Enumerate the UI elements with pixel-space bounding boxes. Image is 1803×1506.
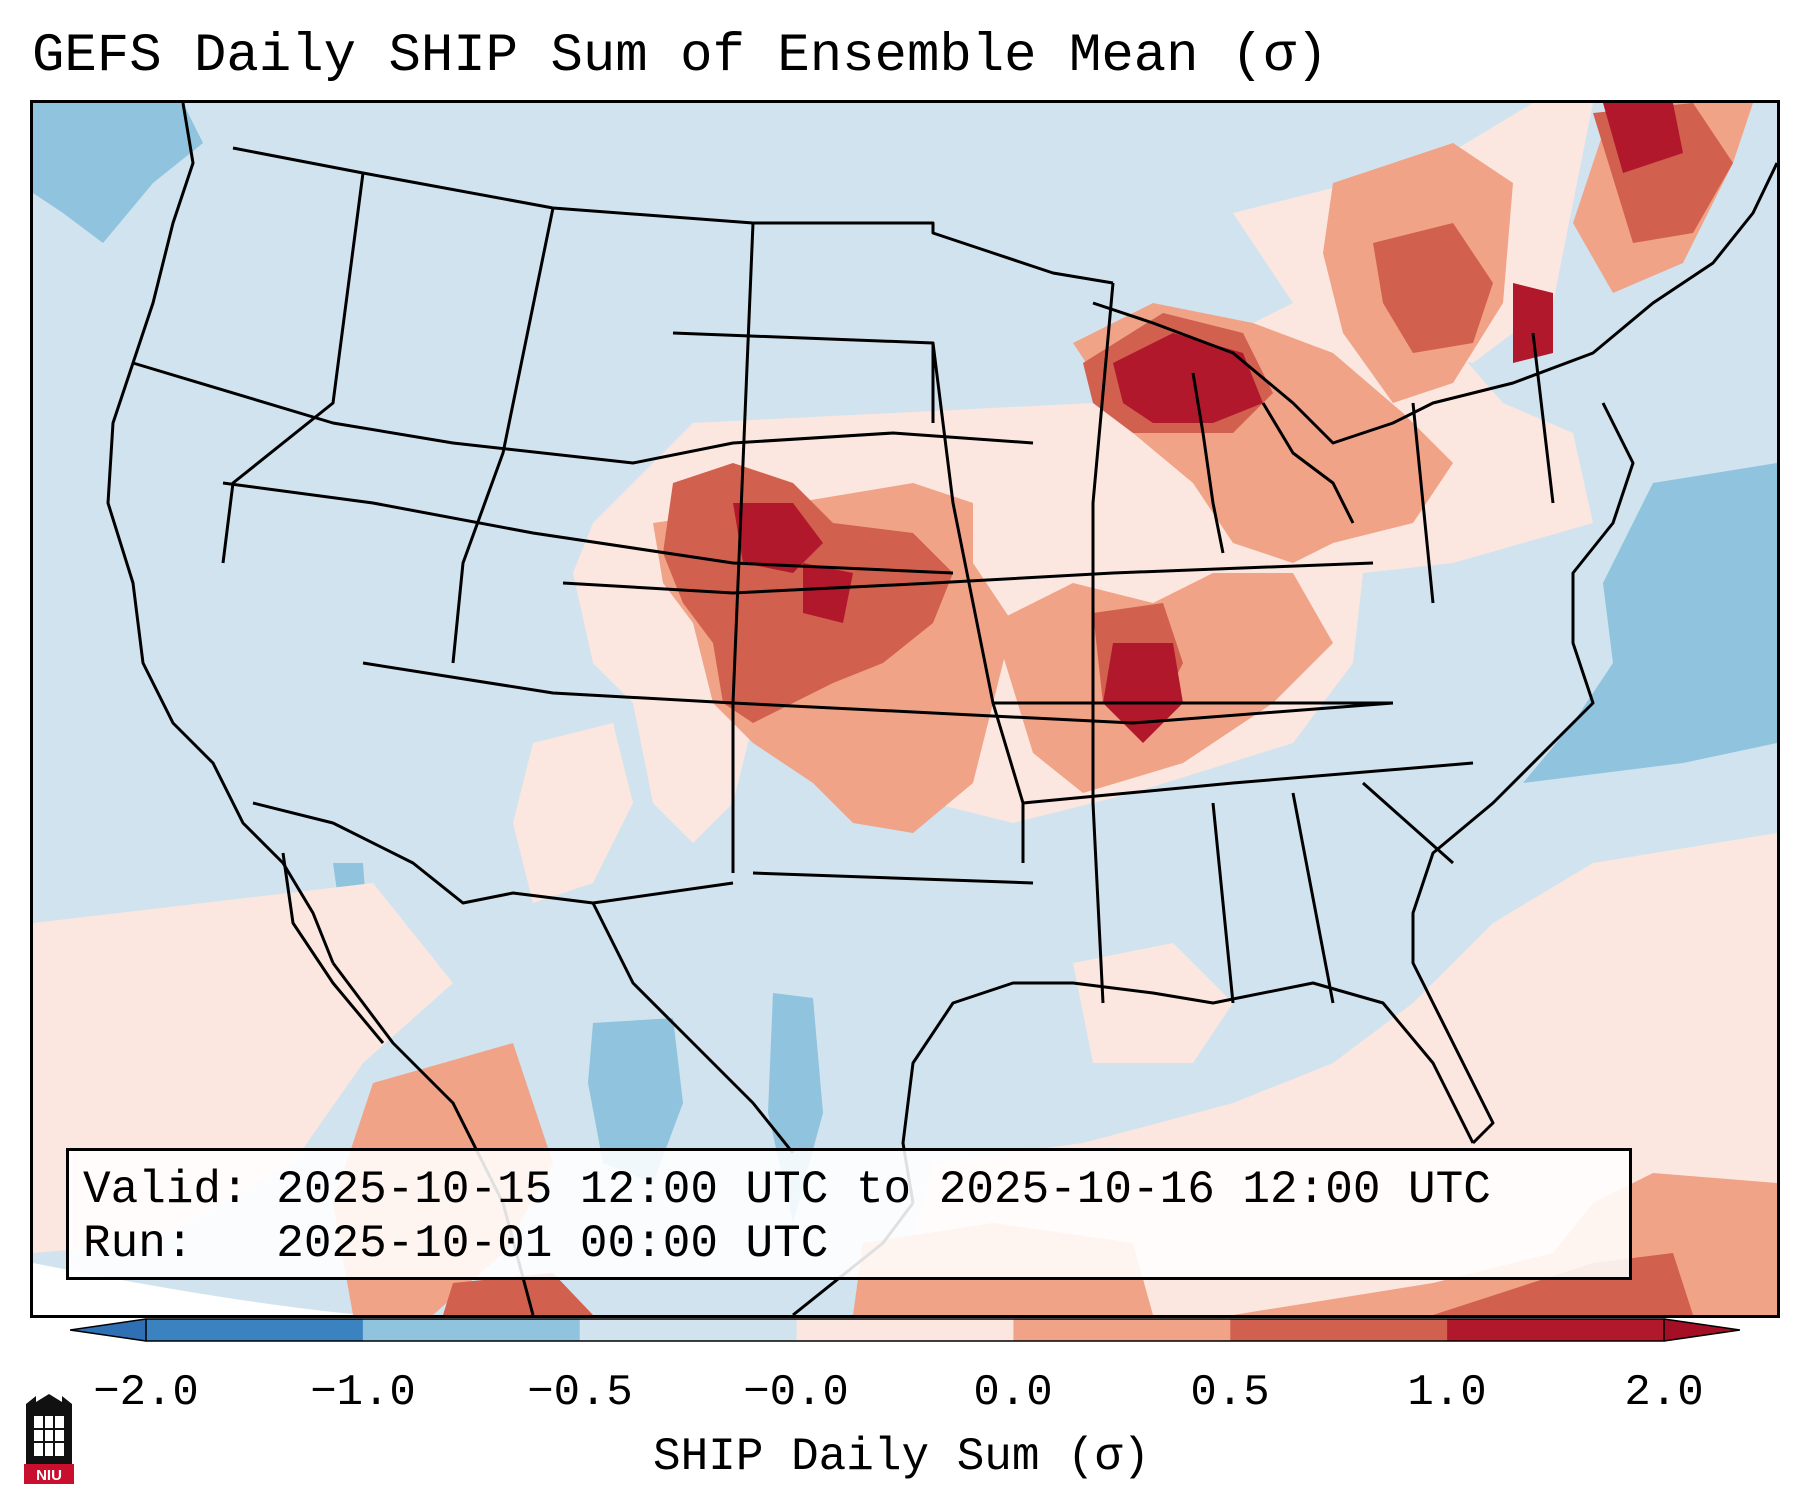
colorbar-tick-label: −0.5 (527, 1368, 633, 1418)
logo-text: NIU (36, 1467, 62, 1484)
colorbar-tick-label: 2.0 (1624, 1368, 1704, 1418)
niu-logo: NIU (24, 1394, 74, 1484)
valid-label: Valid: (83, 1164, 249, 1216)
map-canvas (33, 103, 1777, 1315)
extreme-positive-areas (733, 103, 1683, 743)
colorbar-bin (579, 1319, 798, 1341)
colorbar-bin (362, 1319, 581, 1341)
valid-value: 2025-10-15 12:00 UTC to 2025-10-16 12:00… (276, 1164, 1491, 1216)
colorbar-tick-label: 0.5 (1190, 1368, 1270, 1418)
colorbar-bin (1447, 1319, 1665, 1341)
colorbar-label: SHIP Daily Sum (σ) (653, 1431, 1150, 1483)
map-title: GEFS Daily SHIP Sum of Ensemble Mean (σ) (32, 26, 1329, 87)
run-label: Run: (83, 1218, 194, 1270)
boundaries (106, 103, 1777, 1315)
colorbar-bins (146, 1319, 1665, 1341)
colorbar (70, 1318, 1740, 1342)
colorbar-tick-label: −1.0 (310, 1368, 416, 1418)
map-panel (30, 100, 1780, 1318)
validity-info-box: Valid: 2025-10-15 12:00 UTC to 2025-10-1… (66, 1148, 1632, 1280)
colorbar-bin (1013, 1319, 1231, 1341)
projection-edge (33, 1263, 363, 1315)
colorbar-overflow-arrow (1664, 1319, 1740, 1341)
run-value: 2025-10-01 00:00 UTC (276, 1218, 829, 1270)
colorbar-underflow-arrow (70, 1319, 146, 1341)
colorbar-bin (796, 1319, 1014, 1341)
colorbar-outline (145, 1318, 1665, 1342)
colorbar-bin (146, 1319, 364, 1341)
colorbar-tick-label: 1.0 (1407, 1368, 1487, 1418)
colorbar-tick-label: −0.0 (743, 1368, 849, 1418)
colorbar-tick-label: −2.0 (93, 1368, 199, 1418)
colorbar-tick-label: 0.0 (973, 1368, 1053, 1418)
colorbar-bin (1230, 1319, 1448, 1341)
